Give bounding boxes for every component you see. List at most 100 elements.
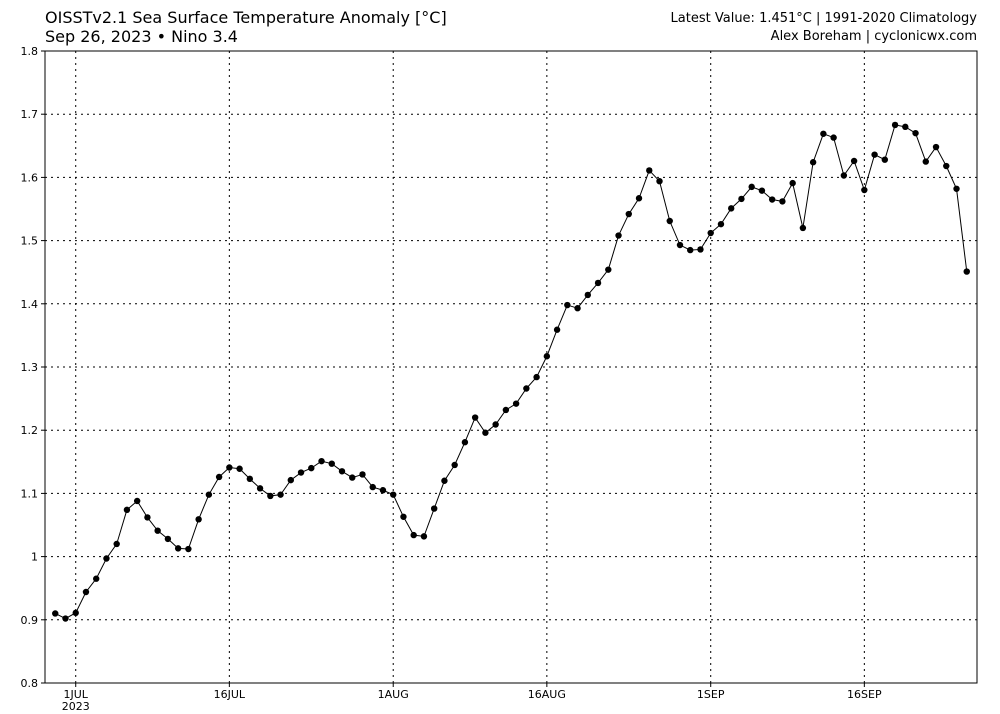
data-point xyxy=(441,477,448,484)
data-point xyxy=(861,186,868,194)
credit-text: Alex Boreham | cyclonicwx.com xyxy=(770,29,977,44)
x-tick-sublabel: 2023 xyxy=(62,700,90,713)
data-point xyxy=(461,439,469,446)
y-tick-label: 1 xyxy=(31,551,38,564)
data-point xyxy=(328,460,335,467)
data-point xyxy=(113,540,120,548)
data-point xyxy=(359,471,366,478)
data-point xyxy=(830,134,837,141)
data-point xyxy=(144,514,151,521)
series-nino-3-4 xyxy=(52,121,970,622)
data-point xyxy=(635,195,643,202)
x-tick-label: 16JUL xyxy=(214,688,246,701)
x-tick-label: 1JUL xyxy=(64,688,89,701)
data-point xyxy=(72,609,79,617)
data-point xyxy=(349,474,356,481)
data-point xyxy=(410,531,417,539)
data-point xyxy=(676,241,684,249)
data-point xyxy=(205,491,213,498)
y-axis: 0.8 0.9 1 1.1 1.2 1.3 1.4 1.5 1.6 1.7 1.8 xyxy=(21,45,45,690)
y-tick-label: 0.9 xyxy=(21,614,39,627)
data-point xyxy=(594,279,602,287)
data-point xyxy=(338,468,346,475)
data-point xyxy=(103,555,110,562)
grid-lines xyxy=(45,51,977,683)
data-point xyxy=(215,473,223,481)
data-point xyxy=(133,497,141,505)
data-point xyxy=(932,143,940,151)
y-tick-label: 1.2 xyxy=(21,424,39,437)
plot-frame xyxy=(44,50,978,684)
data-point xyxy=(154,527,161,534)
data-point xyxy=(523,385,530,392)
data-point xyxy=(174,545,182,552)
data-point xyxy=(82,588,90,596)
data-point xyxy=(277,491,284,498)
data-point xyxy=(52,610,59,617)
chart-subtitle: Sep 26, 2023 • Nino 3.4 xyxy=(45,27,238,46)
latest-value-text: Latest Value: 1.451°C | 1991-2020 Climat… xyxy=(670,11,977,26)
data-point xyxy=(963,268,970,275)
y-tick-label: 1.4 xyxy=(21,298,39,311)
data-point xyxy=(584,291,592,299)
data-point xyxy=(246,475,254,483)
data-point xyxy=(717,220,725,228)
y-tick-label: 0.8 xyxy=(21,677,39,690)
data-point xyxy=(871,151,878,158)
data-point xyxy=(779,198,786,205)
data-point xyxy=(564,301,571,309)
data-point xyxy=(840,172,848,179)
y-tick-label: 1.1 xyxy=(21,487,39,500)
data-point xyxy=(512,400,520,407)
data-point xyxy=(707,229,714,237)
data-point xyxy=(482,429,489,436)
data-point xyxy=(687,246,694,254)
data-point xyxy=(62,615,69,622)
data-point xyxy=(605,266,612,273)
data-point xyxy=(308,464,315,472)
data-point xyxy=(195,516,202,523)
data-point xyxy=(123,506,131,514)
data-point xyxy=(553,326,561,333)
y-tick-label: 1.6 xyxy=(21,171,39,184)
data-point xyxy=(820,130,827,137)
data-point xyxy=(236,465,243,472)
data-point xyxy=(379,487,387,494)
data-point xyxy=(369,483,376,491)
data-point xyxy=(492,421,499,428)
data-point xyxy=(615,232,622,239)
data-point xyxy=(809,159,817,166)
data-point xyxy=(287,476,294,484)
chart-title: OISSTv2.1 Sea Surface Temperature Anomal… xyxy=(45,8,447,27)
data-point xyxy=(799,224,807,232)
data-point xyxy=(666,217,673,225)
data-point xyxy=(646,167,653,174)
data-point xyxy=(748,183,755,191)
data-point xyxy=(902,123,909,131)
series-line xyxy=(55,124,968,620)
y-tick-label: 1.8 xyxy=(21,45,39,58)
data-point xyxy=(185,545,192,553)
data-point xyxy=(891,121,899,129)
data-point xyxy=(502,406,510,414)
data-point xyxy=(420,533,428,540)
data-point xyxy=(256,485,264,492)
data-point xyxy=(574,305,581,312)
data-point xyxy=(758,187,766,194)
data-point xyxy=(697,246,704,253)
data-point xyxy=(318,457,325,465)
data-point xyxy=(471,414,479,421)
data-point xyxy=(543,353,551,360)
data-point xyxy=(656,177,663,185)
data-point xyxy=(164,535,172,543)
data-point xyxy=(267,492,274,500)
data-point xyxy=(943,162,950,170)
data-point xyxy=(297,469,305,476)
data-point xyxy=(533,373,540,381)
data-point xyxy=(953,185,960,192)
x-tick-label: 1SEP xyxy=(697,688,725,701)
data-point xyxy=(226,464,233,471)
data-point xyxy=(768,196,776,203)
x-tick-label: 16SEP xyxy=(847,688,882,701)
